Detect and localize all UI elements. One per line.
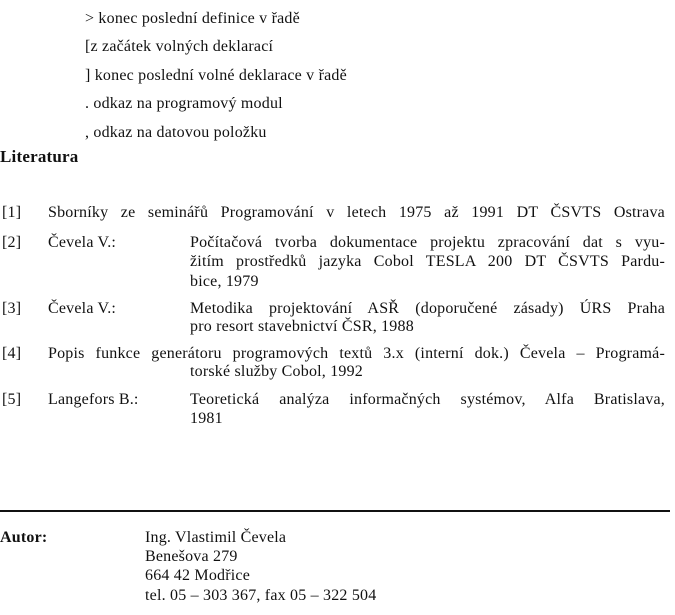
symbol-line: [z začátek volných deklarací (85, 38, 274, 55)
reference-text: Sborníky ze seminářů Programování v lete… (48, 204, 665, 221)
reference-text: 1981 (190, 410, 223, 427)
reference-text: torské služby Cobol, 1992 (190, 363, 363, 380)
reference-author: Čevela V.: (48, 234, 117, 251)
reference-text: žitím prostředků jazyka Cobol TESLA 200 … (190, 253, 665, 270)
author-contact: tel. 05 – 303 367, fax 05 – 322 504 (145, 587, 377, 604)
reference-number: [1] (2, 204, 22, 221)
reference-number: [4] (2, 345, 22, 362)
divider (0, 510, 670, 512)
author-name: Ing. Vlastimil Čevela (145, 529, 287, 546)
reference-author: Langefors B.: (48, 391, 139, 408)
symbol-line: , odkaz na datovou položku (85, 124, 267, 141)
reference-text: Teoretická analýza informačných systémov… (190, 391, 665, 408)
reference-author: Čevela V.: (48, 300, 117, 317)
symbol-line: > konec poslední definice v řadě (85, 10, 300, 27)
reference-text: Popis funkce generátoru programových tex… (48, 345, 665, 362)
author-label: Autor: (0, 529, 48, 546)
reference-text: pro resort stavebnictví ČSR, 1988 (190, 318, 414, 335)
reference-number: [5] (2, 391, 22, 408)
symbol-line: . odkaz na programový modul (85, 95, 283, 112)
author-street: Benešova 279 (145, 548, 238, 565)
section-heading: Literatura (0, 147, 79, 166)
symbol-line: ] konec poslední volné deklarace v řadě (85, 67, 347, 84)
reference-text: bice, 1979 (190, 273, 259, 290)
reference-text: Počítačová tvorba dokumentace projektu z… (190, 234, 665, 251)
reference-number: [3] (2, 300, 22, 317)
reference-text: Metodika projektování ASŘ (doporučené zá… (190, 300, 665, 317)
reference-number: [2] (2, 234, 22, 251)
author-city: 664 42 Modřice (145, 567, 251, 584)
